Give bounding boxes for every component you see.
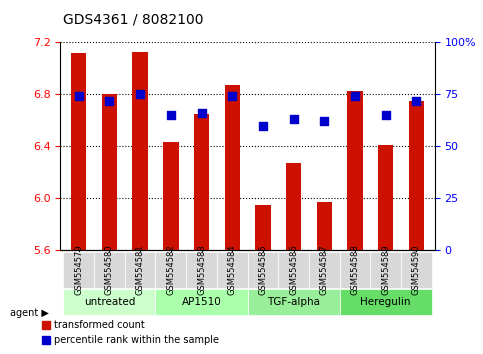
FancyBboxPatch shape (63, 252, 94, 288)
Text: GSM554581: GSM554581 (136, 245, 144, 295)
Text: GSM554579: GSM554579 (74, 245, 83, 295)
FancyBboxPatch shape (156, 252, 186, 288)
Point (259, 123, 267, 129)
Bar (225, 85, 240, 250)
Bar (409, 101, 424, 250)
FancyBboxPatch shape (248, 289, 340, 315)
FancyBboxPatch shape (278, 252, 309, 288)
FancyBboxPatch shape (340, 289, 432, 315)
Point (382, 112, 389, 118)
Bar (102, 95, 117, 250)
Text: Heregulin: Heregulin (360, 297, 411, 307)
Bar (132, 52, 148, 250)
Text: GDS4361 / 8082100: GDS4361 / 8082100 (63, 12, 203, 27)
Point (290, 116, 298, 122)
Text: GSM554587: GSM554587 (320, 245, 329, 295)
Text: GSM554584: GSM554584 (227, 245, 237, 295)
Point (412, 98, 420, 103)
Bar (286, 163, 301, 250)
Point (320, 119, 328, 124)
Point (228, 94, 236, 99)
Text: GSM554588: GSM554588 (351, 245, 359, 295)
Text: GSM554580: GSM554580 (105, 245, 114, 295)
FancyBboxPatch shape (309, 252, 340, 288)
FancyBboxPatch shape (94, 252, 125, 288)
Text: AP1510: AP1510 (182, 297, 221, 307)
Bar (163, 142, 179, 250)
Bar (194, 114, 209, 250)
FancyBboxPatch shape (63, 289, 156, 315)
FancyBboxPatch shape (186, 252, 217, 288)
Bar (316, 202, 332, 250)
Point (198, 110, 205, 116)
Point (136, 92, 144, 97)
FancyBboxPatch shape (248, 252, 278, 288)
Bar (347, 91, 363, 250)
Text: GSM554590: GSM554590 (412, 245, 421, 295)
Bar (255, 205, 270, 250)
FancyBboxPatch shape (401, 252, 432, 288)
Text: GSM554589: GSM554589 (381, 245, 390, 295)
FancyBboxPatch shape (156, 289, 248, 315)
FancyBboxPatch shape (370, 252, 401, 288)
Text: GSM554586: GSM554586 (289, 245, 298, 295)
Text: GSM554585: GSM554585 (258, 245, 268, 295)
FancyBboxPatch shape (125, 252, 156, 288)
Bar (378, 145, 393, 250)
Point (75, 94, 83, 99)
Text: GSM554582: GSM554582 (166, 245, 175, 295)
Text: untreated: untreated (84, 297, 135, 307)
Point (167, 112, 175, 118)
Legend: transformed count, percentile rank within the sample: transformed count, percentile rank withi… (39, 316, 223, 349)
FancyBboxPatch shape (217, 252, 248, 288)
Text: agent ▶: agent ▶ (10, 308, 48, 318)
Text: GSM554583: GSM554583 (197, 245, 206, 295)
Bar (71, 53, 86, 250)
Text: TGF-alpha: TGF-alpha (267, 297, 320, 307)
FancyBboxPatch shape (340, 252, 370, 288)
Point (351, 94, 359, 99)
Point (106, 98, 114, 103)
